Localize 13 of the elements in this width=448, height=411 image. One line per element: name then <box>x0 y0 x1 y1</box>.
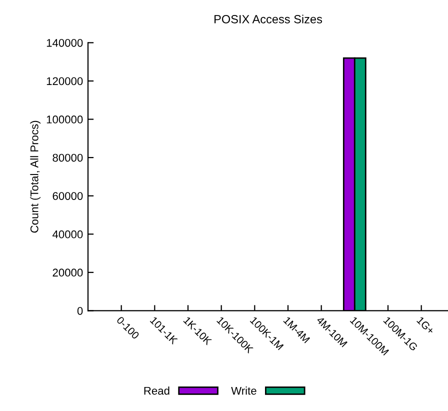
y-tick-label: 140000 <box>46 38 83 47</box>
legend-label: Read <box>144 386 170 395</box>
y-tick-label: 120000 <box>46 77 83 86</box>
y-tick-label: 60000 <box>52 192 83 200</box>
y-axis-title: Count (Total, All Procs) <box>30 120 41 233</box>
chart-title: POSIX Access Sizes <box>214 14 322 24</box>
y-tick-label: 40000 <box>52 230 83 238</box>
x-tick-label: 1G+ <box>416 316 435 335</box>
y-tick-label: 80000 <box>52 154 83 162</box>
y-tick-label: 100000 <box>46 116 83 124</box>
y-tick-label: 20000 <box>52 268 83 277</box>
y-tick-label: 0 <box>77 306 83 315</box>
legend-label: Write <box>231 386 256 395</box>
